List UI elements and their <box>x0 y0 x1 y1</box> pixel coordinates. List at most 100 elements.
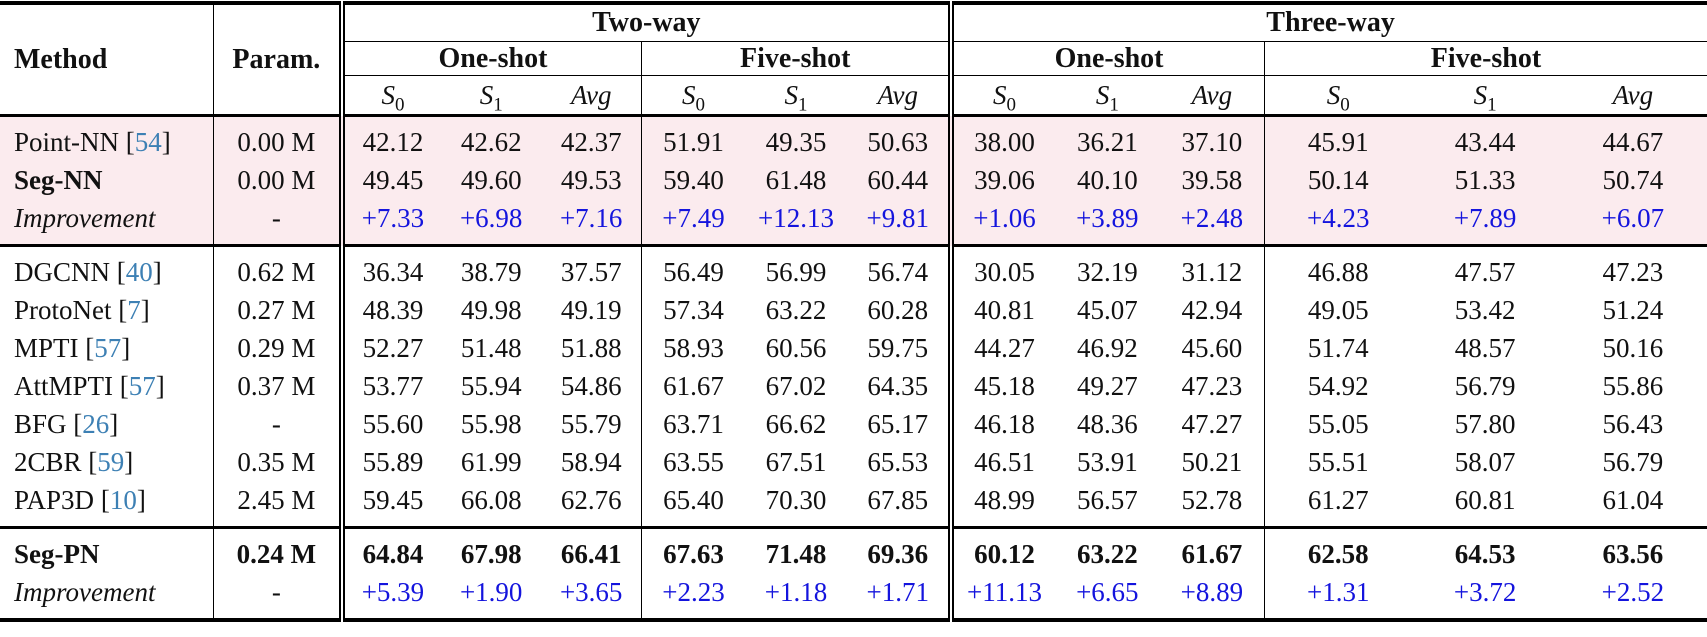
value-cell: 45.07 <box>1076 294 1138 325</box>
value-cell: 42.94 <box>1181 294 1243 325</box>
value-cell: 43.44 <box>1411 115 1559 161</box>
citation-ref[interactable]: 57 <box>94 332 122 363</box>
value-cell: 56.79 <box>1454 370 1516 401</box>
col-header-avg: Avg <box>1159 75 1265 117</box>
header-group-row: Method Param. Two-way Three-way <box>0 3 1707 117</box>
col-header-two-way-five-shot: Five-shot <box>641 41 952 76</box>
col-header-three-way-one-shot: One-shot <box>948 41 1265 76</box>
value-cell: 52.27 <box>338 329 442 367</box>
value-cell: 71.48 <box>765 538 827 569</box>
table-row: MPTI [57] 0.29 M 52.27 51.48 51.88 58.93 60.56… <box>0 329 1707 367</box>
value-cell: 64.35 <box>867 370 929 401</box>
value-cell: 45.18 <box>948 367 1055 405</box>
value-cell: 51.48 <box>460 332 522 363</box>
value-cell: 67.85 <box>867 484 929 515</box>
value-cell: 65.17 <box>867 408 929 439</box>
value-cell: 61.99 <box>460 446 522 477</box>
table-section-1: DGCNN [40] 0.62 M 36.34 38.79 37.57 56.49 56.9… <box>0 245 1707 528</box>
param-cell: 0.62 M <box>213 245 342 291</box>
value-cell: 67.98 <box>460 538 522 569</box>
param-cell: 0.00 M <box>213 161 342 199</box>
col-header-param: Param. <box>213 3 342 117</box>
value-cell: 63.55 <box>641 443 745 481</box>
param-cell: - <box>213 199 342 246</box>
value-cell: 42.37 <box>541 115 642 161</box>
method-cell: DGCNN [40] <box>14 256 162 287</box>
value-cell: +2.23 <box>641 573 745 620</box>
col-header-three-way: Three-way <box>948 3 1707 42</box>
citation-ref[interactable]: 40 <box>125 256 153 287</box>
value-cell: +7.16 <box>541 199 642 246</box>
value-cell: +1.71 <box>866 576 929 607</box>
value-cell: 32.19 <box>1076 256 1138 287</box>
value-cell: 40.81 <box>948 291 1055 329</box>
value-cell: 45.60 <box>1181 332 1243 363</box>
header-split-row: S0 S1 Avg S0 S1 Avg S0 S1 Avg S0 S1 Avg <box>0 75 1707 117</box>
table-row: ProtoNet [7] 0.27 M 48.39 49.98 49.19 57.34 63… <box>0 291 1707 329</box>
value-cell: 53.42 <box>1454 294 1516 325</box>
col-header-two-way: Two-way <box>338 3 952 42</box>
param-cell: 0.24 M <box>213 527 342 573</box>
value-cell: 37.57 <box>560 256 622 287</box>
value-cell: 53.77 <box>338 367 442 405</box>
col-header-s0: S0 <box>1263 75 1412 117</box>
value-cell: 47.23 <box>1602 256 1664 287</box>
method-cell: Seg-PN <box>14 538 100 569</box>
value-cell: +8.89 <box>1180 576 1244 607</box>
value-cell: +6.07 <box>1558 199 1707 246</box>
col-header-method: Method <box>0 3 214 117</box>
method-cell: PAP3D [10] <box>14 484 146 515</box>
value-cell: 46.92 <box>1076 332 1138 363</box>
value-cell: 49.60 <box>441 161 542 199</box>
citation-ref[interactable]: 54 <box>134 126 162 157</box>
value-cell: 49.35 <box>744 115 848 161</box>
value-cell: 31.12 <box>1181 256 1243 287</box>
table-row: Improvement - +7.33 +6.98 +7.16 +7.49 +12.13 +9… <box>0 199 1707 246</box>
citation-ref[interactable]: 10 <box>109 484 137 515</box>
value-cell: 49.19 <box>560 294 622 325</box>
col-header-three-way-five-shot: Five-shot <box>1263 41 1707 76</box>
value-cell: 51.33 <box>1411 161 1559 199</box>
value-cell: 66.41 <box>560 538 622 569</box>
table-section-2: Seg-PN 0.24 M 64.84 67.98 66.41 67.63 71.48 69.… <box>0 527 1707 620</box>
value-cell: 56.74 <box>867 256 929 287</box>
col-header-s0: S0 <box>338 75 442 117</box>
value-cell: +11.13 <box>948 573 1055 620</box>
value-cell: 62.58 <box>1263 527 1412 573</box>
value-cell: +12.13 <box>744 199 848 246</box>
value-cell: 49.98 <box>460 294 522 325</box>
value-cell: +1.31 <box>1263 573 1412 620</box>
citation-ref[interactable]: 7 <box>127 294 141 325</box>
citation-ref[interactable]: 26 <box>82 408 110 439</box>
value-cell: 39.06 <box>948 161 1055 199</box>
value-cell: 50.63 <box>847 115 952 161</box>
value-cell: +3.65 <box>559 576 623 607</box>
value-cell: 38.00 <box>948 115 1055 161</box>
value-cell: 59.75 <box>867 332 929 363</box>
value-cell: 55.98 <box>460 408 522 439</box>
value-cell: 52.78 <box>1181 484 1243 515</box>
value-cell: 61.67 <box>641 367 745 405</box>
value-cell: 36.21 <box>1054 115 1160 161</box>
method-cell: Seg-NN <box>0 161 214 199</box>
value-cell: 67.63 <box>641 527 745 573</box>
value-cell: 56.49 <box>641 245 745 291</box>
value-cell: 64.53 <box>1454 538 1516 569</box>
value-cell: +2.52 <box>1601 576 1665 607</box>
value-cell: 55.79 <box>560 408 622 439</box>
value-cell: 60.44 <box>847 161 952 199</box>
value-cell: +6.98 <box>441 199 542 246</box>
value-cell: 57.34 <box>641 291 745 329</box>
few-shot-results-table: Method Param. Two-way Three-way One-shot… <box>0 1 1707 622</box>
citation-ref[interactable]: 57 <box>128 370 156 401</box>
value-cell: +1.06 <box>948 199 1055 246</box>
value-cell: 55.94 <box>460 370 522 401</box>
value-cell: 67.02 <box>765 370 827 401</box>
value-cell: +7.89 <box>1411 199 1559 246</box>
table-row: 2CBR [59] 0.35 M 55.89 61.99 58.94 63.55 67.51… <box>0 443 1707 481</box>
citation-ref[interactable]: 59 <box>97 446 125 477</box>
value-cell: 67.51 <box>765 446 827 477</box>
value-cell: 58.07 <box>1454 446 1516 477</box>
table-row: Seg-PN 0.24 M 64.84 67.98 66.41 67.63 71.48 69.… <box>0 527 1707 573</box>
